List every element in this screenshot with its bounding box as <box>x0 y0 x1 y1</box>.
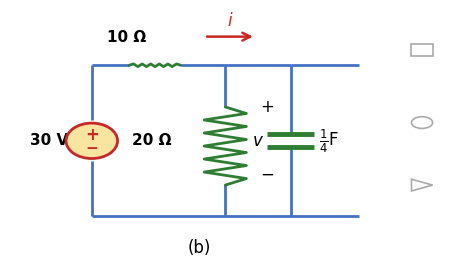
Text: $\frac{1}{4}$F: $\frac{1}{4}$F <box>319 127 339 155</box>
Text: 10 Ω: 10 Ω <box>107 30 146 45</box>
Text: (b): (b) <box>188 239 211 257</box>
Text: $i$: $i$ <box>227 12 233 30</box>
Text: −: − <box>85 141 98 156</box>
Text: 20 Ω: 20 Ω <box>132 133 172 148</box>
Text: 30 V: 30 V <box>30 133 69 148</box>
Text: +: + <box>261 98 274 116</box>
Text: $v$: $v$ <box>252 132 264 150</box>
Text: +: + <box>85 126 99 144</box>
Text: −: − <box>261 166 274 184</box>
Bar <box>411 44 433 56</box>
Ellipse shape <box>66 123 118 159</box>
